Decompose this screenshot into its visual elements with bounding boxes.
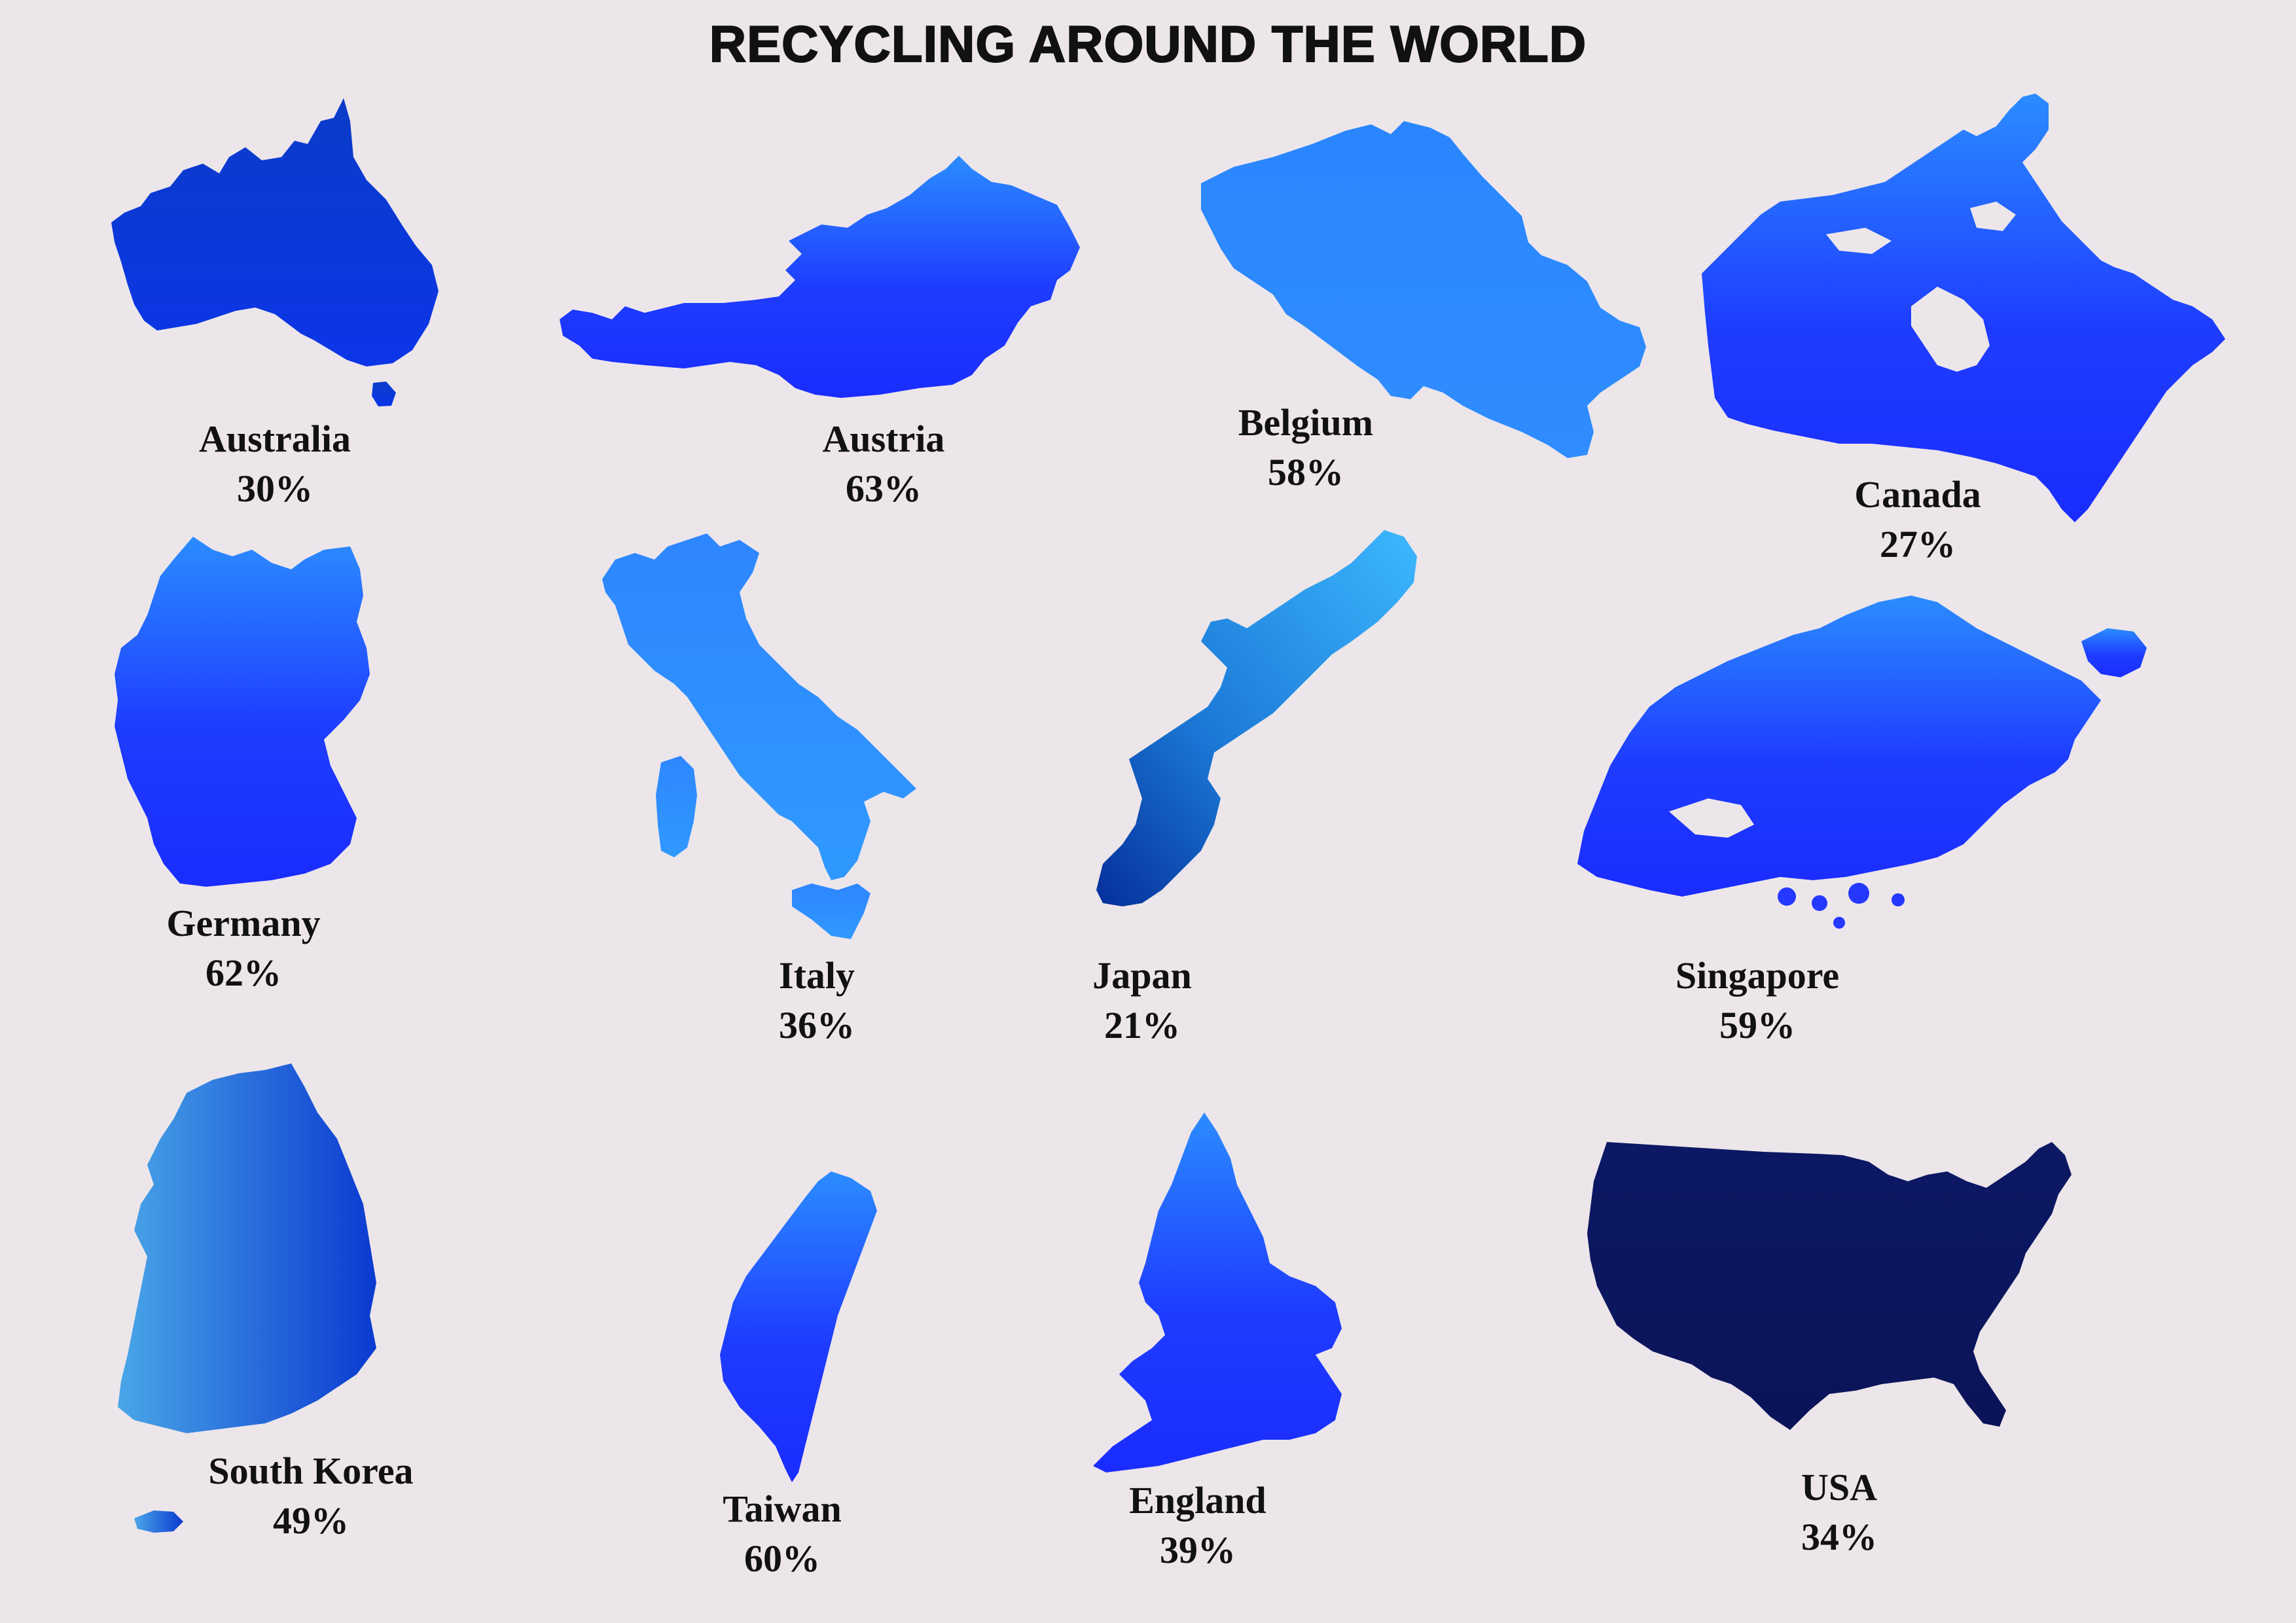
country-label: Japan 21% [1044, 951, 1240, 1050]
england-map [1093, 1113, 1342, 1472]
country-rate: 36% [779, 1004, 855, 1046]
country-name: Canada [1854, 473, 1981, 516]
country-label: England 39% [1100, 1476, 1296, 1575]
italy-map [602, 533, 916, 939]
country-label: Italy 36% [719, 951, 915, 1050]
country-label: Canada 27% [1820, 470, 2016, 569]
country-name: Belgium [1238, 401, 1374, 444]
country-name: South Korea [208, 1450, 414, 1492]
country-name: Japan [1092, 954, 1192, 997]
country-label: Belgium 58% [1208, 398, 1404, 497]
country-label: Austria 63% [785, 414, 982, 514]
country-rate: 58% [1268, 451, 1344, 493]
country-name: Germany [166, 902, 321, 944]
usa-map [1587, 1142, 2072, 1430]
country-rate: 60% [744, 1537, 820, 1580]
country-rate: 62% [206, 952, 281, 994]
country-name: Singapore [1675, 954, 1840, 997]
taiwan-map [720, 1171, 877, 1482]
south-korea-map [118, 1063, 376, 1533]
country-name: Taiwan [723, 1488, 842, 1530]
country-label: South Korea 49% [206, 1446, 416, 1546]
germany-map [115, 537, 370, 887]
canada-map [1702, 94, 2225, 522]
country-name: England [1129, 1479, 1266, 1522]
country-name: USA [1801, 1466, 1878, 1508]
country-rate: 30% [237, 467, 313, 510]
country-name: Australia [199, 418, 351, 460]
country-rate: 21% [1104, 1004, 1180, 1046]
country-label: USA 34% [1741, 1463, 1937, 1562]
austria-map [560, 156, 1080, 398]
country-label: Taiwan 60% [684, 1484, 880, 1584]
country-rate: 39% [1160, 1529, 1236, 1571]
belgium-map [1201, 121, 1646, 458]
country-rate: 59% [1719, 1004, 1795, 1046]
country-rate: 34% [1801, 1516, 1877, 1558]
country-rate: 63% [846, 467, 922, 510]
japan-map [1096, 530, 1417, 906]
australia-map [111, 98, 439, 406]
singapore-map [1577, 596, 2147, 929]
country-label: Australia 30% [177, 414, 373, 514]
country-rate: 49% [273, 1499, 349, 1542]
country-label: Singapore 59% [1659, 951, 1856, 1050]
country-name: Italy [779, 954, 855, 997]
country-label: Germany 62% [145, 899, 342, 998]
country-rate: 27% [1880, 523, 1956, 565]
page-title: RECYCLING AROUND THE WORLD [709, 14, 1587, 73]
country-name: Austria [822, 418, 945, 460]
